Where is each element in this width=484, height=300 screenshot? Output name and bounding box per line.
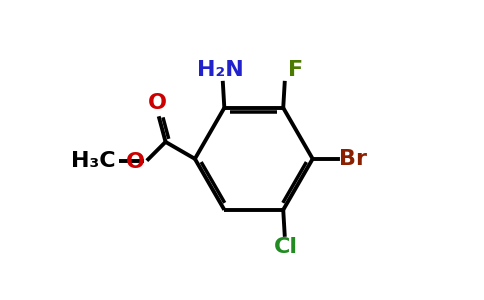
Text: O: O [148,93,166,113]
Text: F: F [287,61,303,80]
Text: H₃C: H₃C [71,151,116,171]
Text: Cl: Cl [274,237,298,257]
Text: O: O [126,152,145,172]
Text: H₂N: H₂N [197,61,243,80]
Text: Br: Br [339,149,367,169]
